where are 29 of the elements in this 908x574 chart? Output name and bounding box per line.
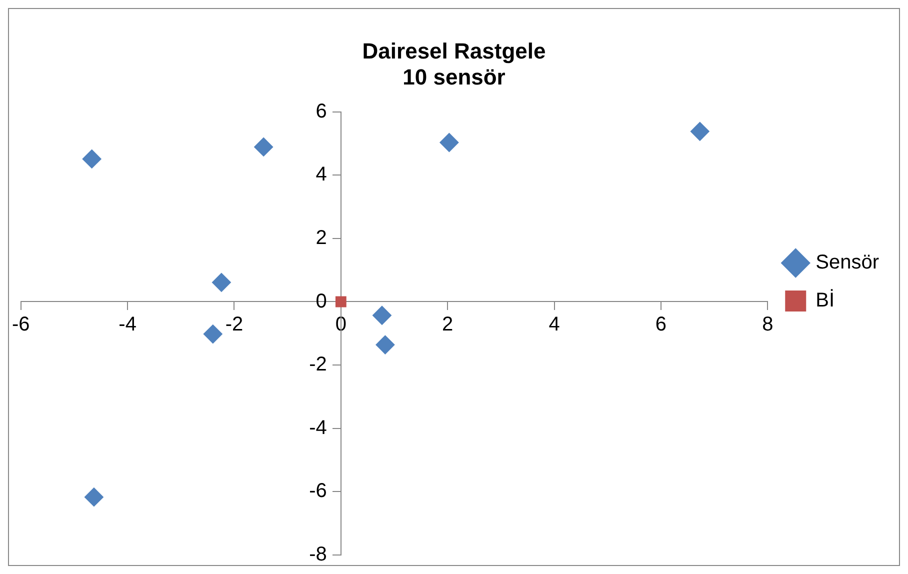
point xyxy=(203,324,222,344)
y-tick-label: 2 xyxy=(316,226,327,249)
point xyxy=(212,272,231,292)
x-tick-label: -2 xyxy=(225,313,244,336)
x-tick-label: 6 xyxy=(655,313,667,336)
y-tick-label: 0 xyxy=(316,290,327,312)
y-tick-label: 4 xyxy=(316,164,327,186)
point xyxy=(254,137,274,156)
point xyxy=(84,488,104,507)
point xyxy=(376,335,395,354)
x-tick-label: -6 xyxy=(12,313,30,336)
point xyxy=(690,122,710,141)
x-tick-label: -4 xyxy=(118,313,136,336)
point xyxy=(440,133,459,152)
point xyxy=(82,149,102,168)
text: Dairesel Rastgele xyxy=(362,38,546,64)
x-tick-label: 4 xyxy=(548,313,560,336)
text: 10 sensör xyxy=(402,64,506,90)
x-tick-label: 8 xyxy=(762,313,774,336)
point xyxy=(335,296,346,308)
y-tick-label: -8 xyxy=(309,544,327,566)
point xyxy=(372,306,392,325)
legend-label: Sensör xyxy=(816,252,880,274)
legend-label: Bİ xyxy=(816,288,835,312)
y-tick-label: -4 xyxy=(309,416,327,439)
y-tick-label: -6 xyxy=(309,480,327,502)
y-tick-label: 6 xyxy=(316,100,327,122)
y-tick-label: -2 xyxy=(309,354,327,376)
x-tick-label: 2 xyxy=(442,313,454,336)
